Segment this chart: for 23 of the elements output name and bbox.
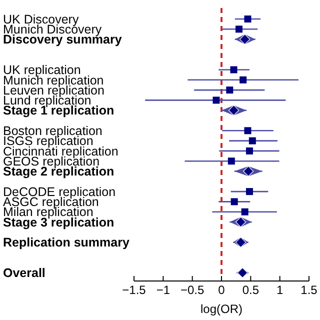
point [244, 127, 252, 134]
point [212, 96, 220, 104]
point [246, 188, 253, 196]
point [236, 26, 242, 33]
point [246, 147, 253, 154]
point [244, 16, 252, 22]
x-tick-label: −1.5 [122, 283, 146, 297]
x-tick-label: 0 [218, 283, 226, 297]
point [240, 76, 247, 84]
x-axis-title: log(OR) [200, 302, 243, 316]
point [230, 198, 238, 206]
point [226, 86, 234, 94]
point [228, 158, 235, 165]
y-tick-label: Replication summary [3, 236, 130, 250]
point [230, 66, 238, 74]
x-tick-label: 0.5 [242, 283, 260, 297]
x-tick-label: 1 [276, 283, 284, 297]
x-tick-label: 1.5 [300, 283, 318, 297]
point [248, 137, 256, 144]
point [241, 208, 248, 216]
y-tick-label: Overall [3, 266, 46, 280]
x-tick-label: −0.5 [180, 283, 204, 297]
x-tick-label: −1 [156, 283, 170, 297]
